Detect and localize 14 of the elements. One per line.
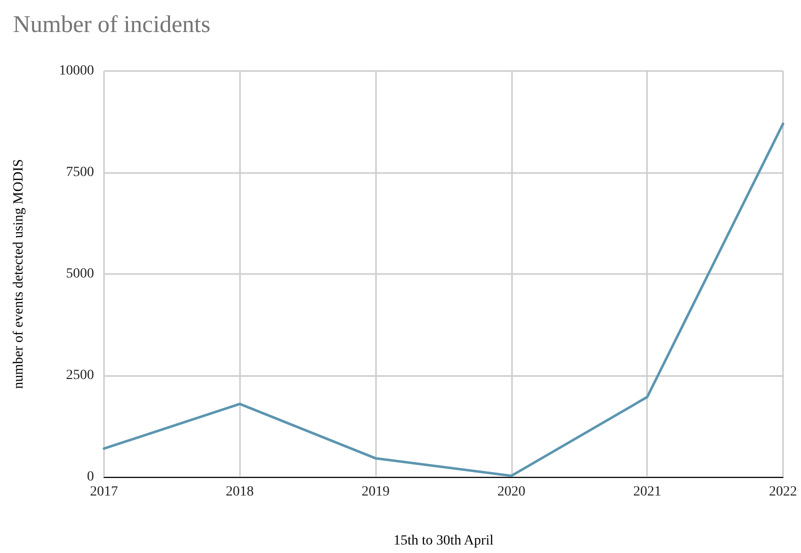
y-tick-label: 0 bbox=[87, 470, 94, 484]
chart-title: Number of incidents bbox=[13, 12, 210, 38]
x-tick-label: 2020 bbox=[497, 484, 526, 500]
x-tick-label: 2018 bbox=[226, 484, 254, 500]
x-tick-label: 2019 bbox=[362, 484, 390, 500]
x-tick-label: 2022 bbox=[769, 484, 797, 500]
y-tick-label: 10000 bbox=[59, 64, 94, 78]
y-tick-label: 2500 bbox=[66, 368, 94, 383]
y-tick-label: 7500 bbox=[66, 165, 94, 180]
y-tick-label: 5000 bbox=[66, 266, 94, 282]
x-axis-title: 15th to 30th April bbox=[394, 534, 494, 548]
x-tick-label: 2017 bbox=[90, 484, 118, 500]
x-tick-label: 2021 bbox=[633, 484, 662, 500]
y-axis-title: number of events detected using MODIS bbox=[12, 159, 26, 389]
